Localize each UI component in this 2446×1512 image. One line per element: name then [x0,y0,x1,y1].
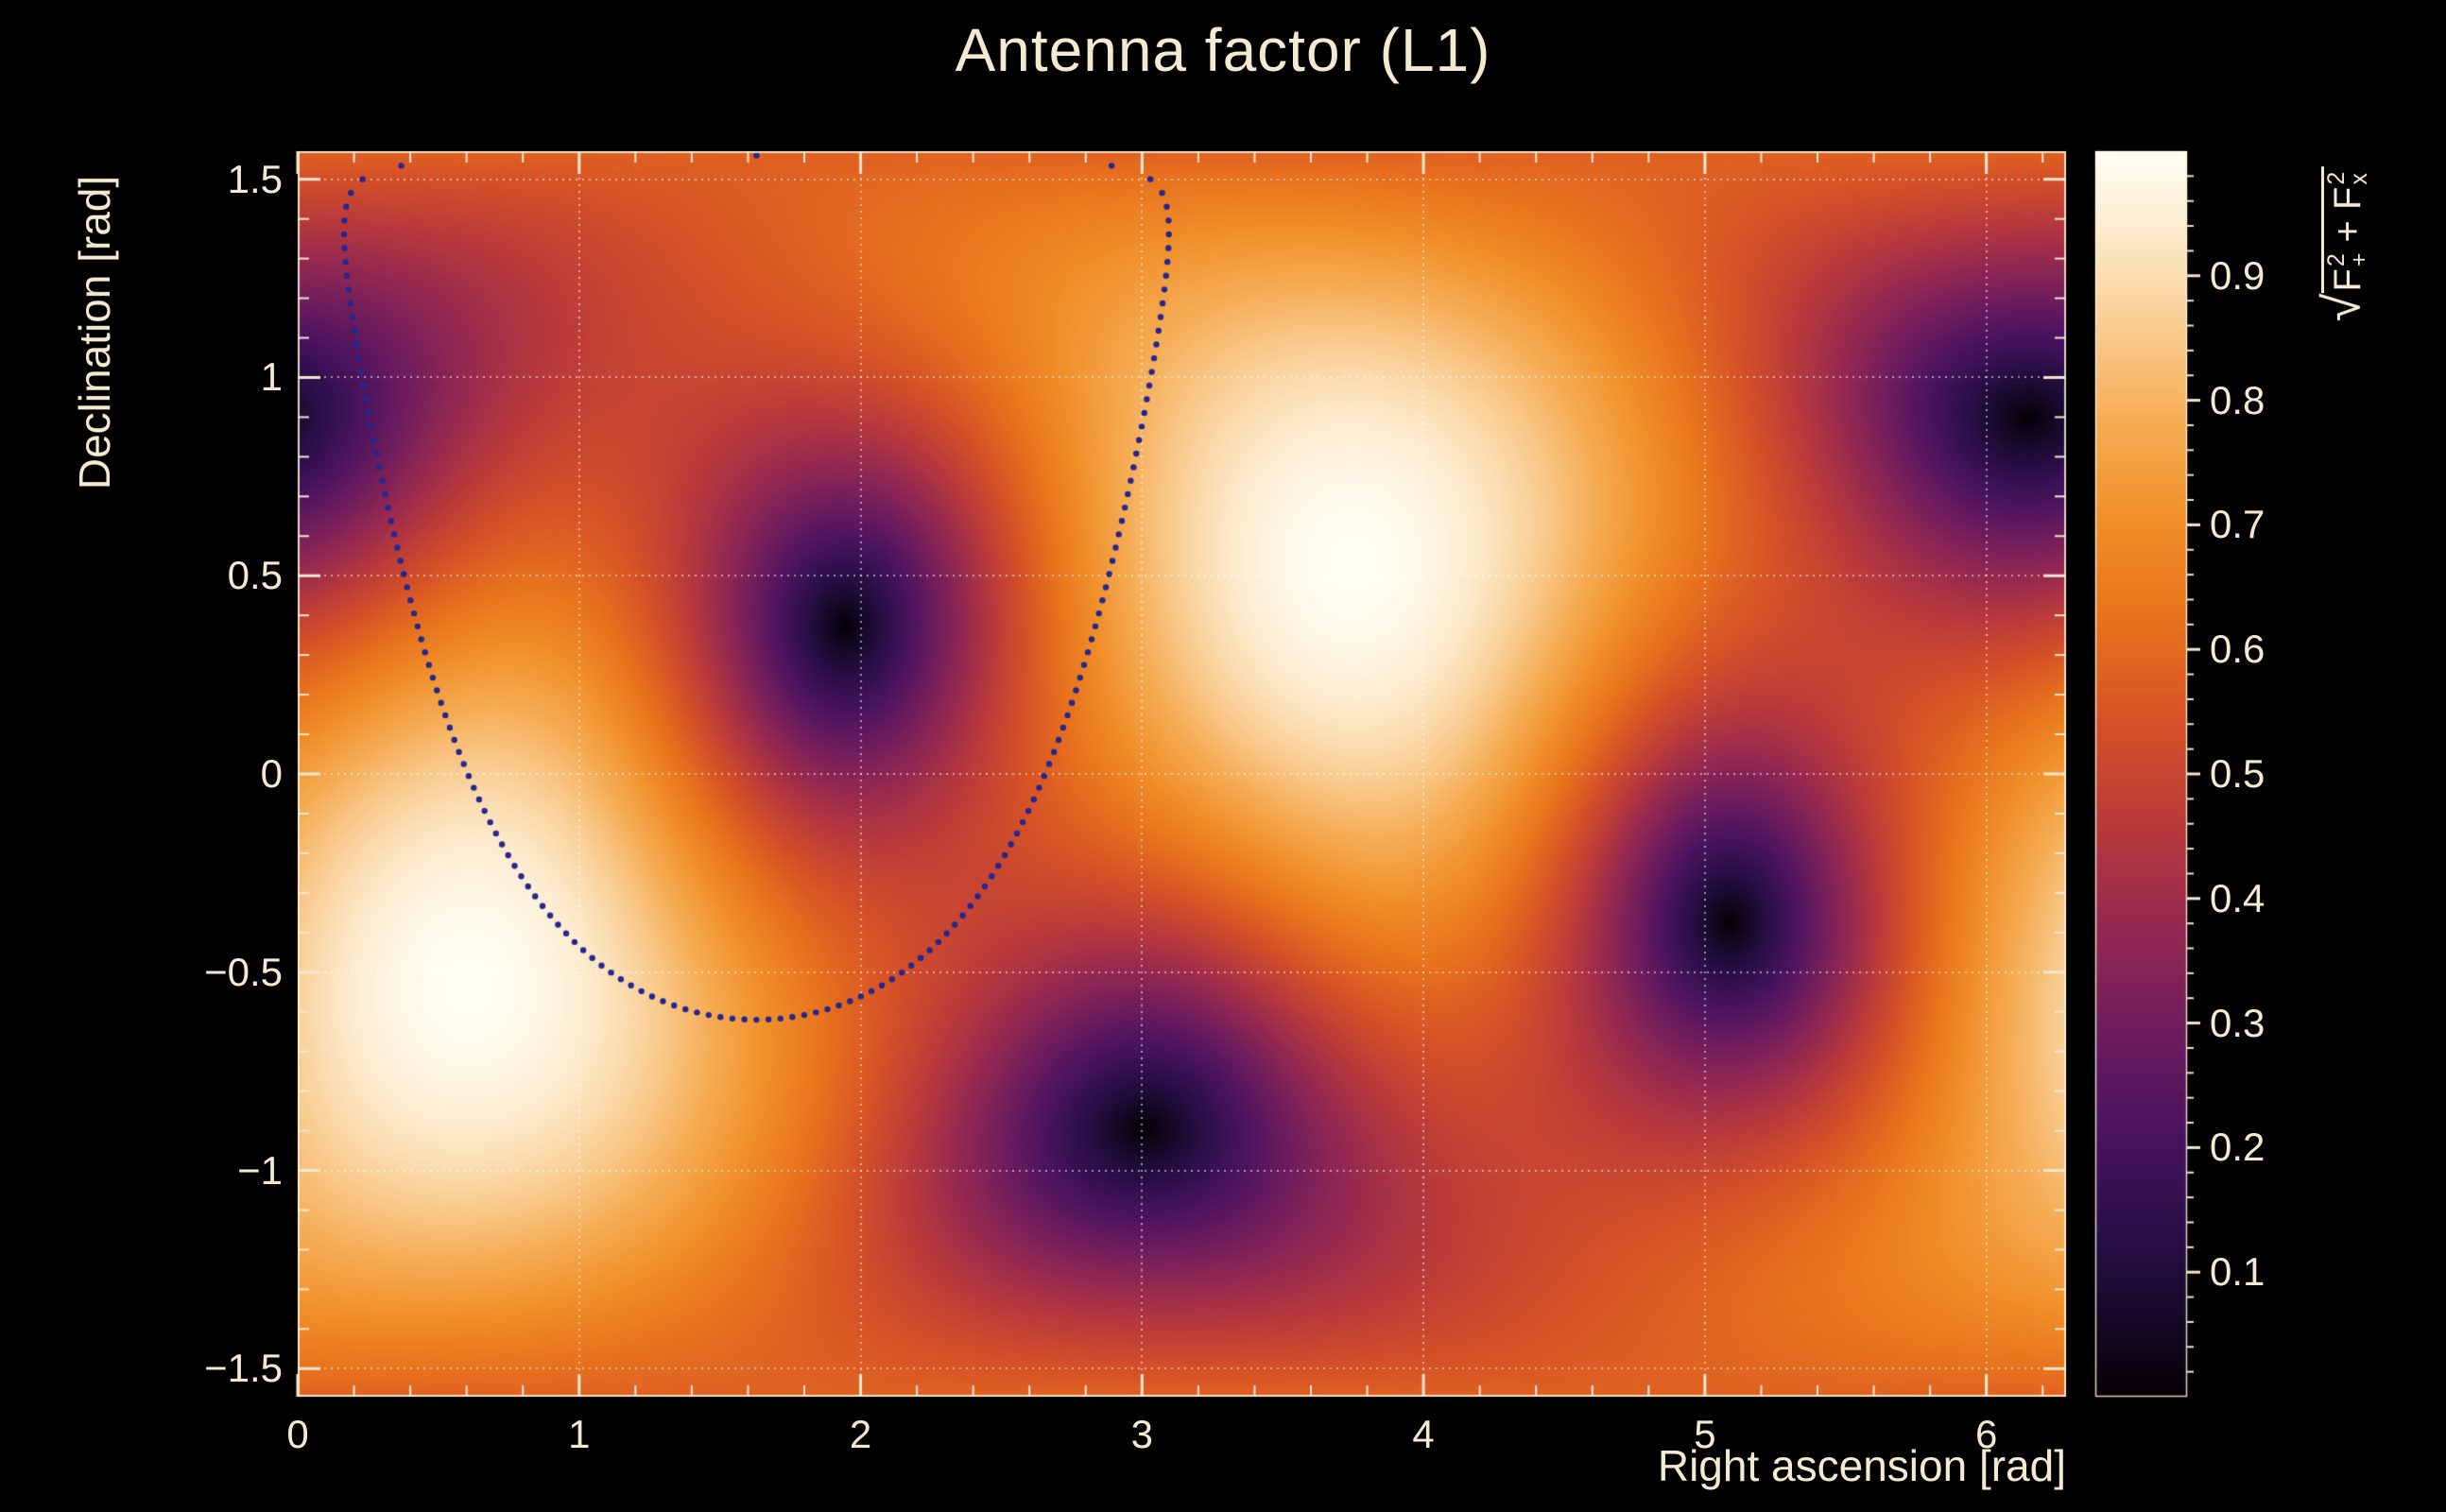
y-tick-label: 1 [260,354,283,400]
plot-title: Antenna factor (L1) [955,16,1491,84]
sqrt-radical-symbol: √ [2314,293,2371,322]
colorbar-tick-label: 0.4 [2210,875,2265,920]
colorbar-tick-label: 0.7 [2210,502,2265,547]
x-tick-label: 2 [849,1412,872,1456]
y-tick-label: 1.5 [227,156,283,201]
y-tick-label: 0 [260,751,283,796]
colorbar-tick-label: 0.2 [2210,1125,2265,1170]
colorbar-tick-label: 0.6 [2210,627,2265,672]
colorbar-tick-label: 0.1 [2210,1249,2265,1295]
fplus-subscript: + [2346,252,2372,267]
colorbar-tick-label: 0.9 [2210,252,2265,298]
colorbar-tick-label: 0.8 [2210,377,2265,422]
y-tick-label: 0.5 [227,553,283,598]
plus-operator: + [2327,210,2369,253]
x-tick-label: 5 [1694,1412,1716,1456]
fcross-subscript: x [2346,173,2372,185]
x-tick-label: 3 [1130,1412,1154,1456]
colorbar-tick-label: 0.5 [2210,751,2265,796]
x-tick-label: 6 [1974,1412,1998,1456]
x-tick-label: 4 [1412,1412,1435,1456]
fcross-base: F [2327,186,2369,211]
fplus-superscript: 2 [2324,253,2350,267]
x-axis-title: Right ascension [rad] [1657,1441,2066,1490]
y-axis-title: Declination [rad] [70,175,119,490]
fplus-base: F [2327,268,2369,292]
fplus-scripts: 2 + [2324,252,2372,267]
colorbar-tick-label: 0.3 [2210,1000,2265,1045]
y-tick-label: −1 [237,1147,283,1193]
y-tick-label: −1.5 [204,1346,283,1391]
x-tick-label: 1 [568,1412,591,1456]
x-tick-label: 0 [286,1412,309,1456]
fcross-superscript: 2 [2324,171,2350,185]
y-tick-label: −0.5 [204,949,283,994]
